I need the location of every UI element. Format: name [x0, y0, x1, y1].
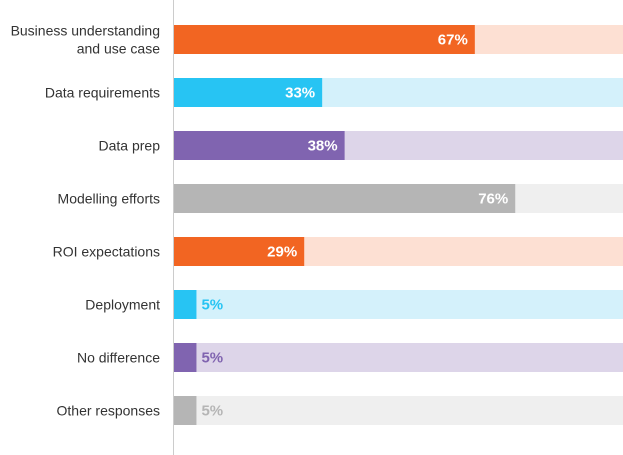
category-label: No difference: [77, 350, 160, 366]
category-label: Deployment: [85, 297, 160, 313]
value-label: 33%: [285, 85, 315, 102]
category-label: Other responses: [57, 403, 161, 419]
value-label: 5%: [201, 297, 223, 314]
bar: [174, 131, 345, 160]
category-label: Business understanding and use case: [11, 23, 161, 57]
bar: [174, 396, 197, 425]
bar: [174, 237, 305, 266]
value-label: 5%: [201, 403, 223, 420]
value-label: 76%: [478, 191, 508, 208]
category-label: Data prep: [99, 138, 161, 154]
bar-track: [174, 396, 623, 425]
value-label: 38%: [308, 138, 338, 155]
bar-track: [174, 343, 623, 372]
bar: [174, 78, 323, 107]
bar-track: [174, 290, 623, 319]
category-label: Modelling efforts: [58, 191, 160, 207]
bars-group: Business understanding and use case 67% Dat…: [11, 23, 623, 425]
category-label: Data requirements: [45, 85, 160, 101]
category-label: ROI expectations: [53, 244, 160, 260]
bar: [174, 290, 197, 319]
bar: [174, 343, 197, 372]
bar: [174, 25, 475, 54]
value-label: 5%: [201, 350, 223, 367]
value-label: 67%: [438, 32, 468, 49]
bar: [174, 184, 516, 213]
value-label: 29%: [267, 244, 297, 261]
